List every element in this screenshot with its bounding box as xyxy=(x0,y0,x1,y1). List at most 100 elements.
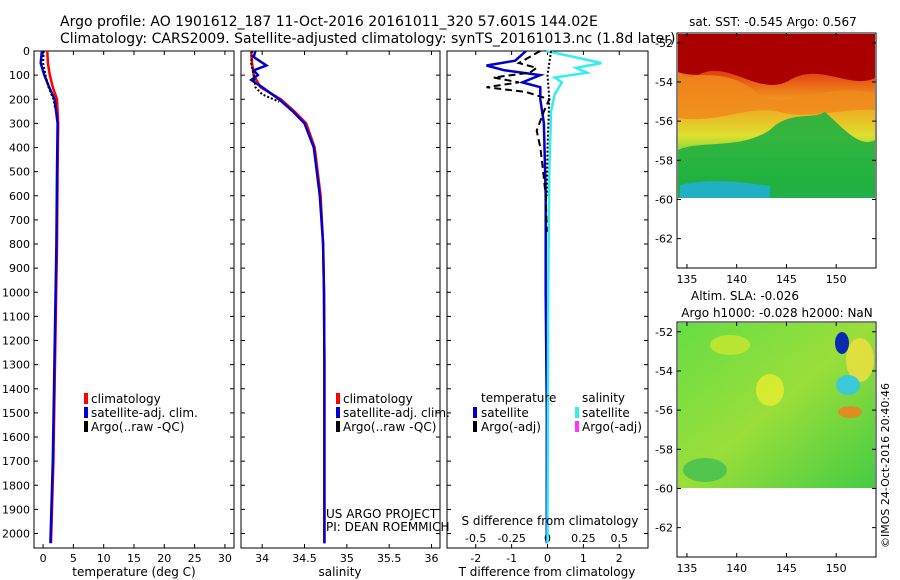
salinity-panel: 34 34.5 35 35.5 36 salinity climatology sate… xyxy=(240,50,450,579)
project-annotation-line-1: US ARGO PROJECT xyxy=(326,507,438,521)
t-difference-axis-label: T difference from climatology xyxy=(458,565,636,579)
legend-swatch-satellite-adj xyxy=(336,407,340,418)
sla-yellow-blob-2 xyxy=(710,335,750,355)
legend-swatch-s-satellite xyxy=(575,407,579,418)
lat-tick-label: -62 xyxy=(655,233,673,246)
series-line xyxy=(39,50,59,544)
legend-label-satellite-adj: satellite-adj. clim. xyxy=(91,406,198,420)
lat-tick-label: -56 xyxy=(655,404,673,417)
salinity-axis-label: salinity xyxy=(318,565,361,579)
legend-title-temperature: temperature xyxy=(481,391,556,405)
x-tick-label: 20 xyxy=(157,552,171,565)
salinity-plot-frame xyxy=(240,50,441,549)
lon-tick-label: 135 xyxy=(676,273,697,286)
top-tick-label: -0.25 xyxy=(497,532,525,545)
legend-label-argo: Argo(..raw -QC) xyxy=(343,420,436,434)
depth-tick-label: 700 xyxy=(9,214,30,227)
depth-tick-label: 600 xyxy=(9,190,30,203)
difference-x-ticks: -2 -1 0 1 2 xyxy=(470,51,623,565)
sla-map-lon-ticks: 135 140 145 150 xyxy=(676,322,847,575)
legend-label-t-satellite: satellite xyxy=(481,406,529,420)
x-tick-label: 10 xyxy=(97,552,111,565)
sst-orange-band xyxy=(678,72,875,120)
x-tick-label: -1 xyxy=(506,552,517,565)
lon-tick-label: 140 xyxy=(726,273,747,286)
series-line xyxy=(250,50,280,103)
legend-label-satellite-adj: satellite-adj. clim. xyxy=(343,406,450,420)
lon-tick-label: 145 xyxy=(776,562,797,575)
difference-depth-ticks xyxy=(447,50,648,535)
temperature-panel: 0100200300400500600700800900100011001200… xyxy=(2,45,235,579)
depth-tick-label: 800 xyxy=(9,238,30,251)
x-tick-label: 0 xyxy=(40,552,47,565)
temperature-series xyxy=(39,50,60,544)
x-tick-label: 5 xyxy=(70,552,77,565)
legend-swatch-climatology xyxy=(336,393,340,404)
x-tick-label: 34.5 xyxy=(292,552,317,565)
sst-map-lon-ticks: 135 140 145 150 xyxy=(676,33,847,286)
lat-tick-label: -58 xyxy=(655,443,673,456)
lat-tick-label: -56 xyxy=(655,115,673,128)
sla-map-subtitle: Argo h1000: -0.028 h2000: NaN xyxy=(681,306,873,320)
x-tick-label: 2 xyxy=(616,552,623,565)
sla-yellow-blob-3 xyxy=(846,338,874,382)
project-annotation-line-2: PI: DEAN ROEMMICH xyxy=(326,520,449,534)
legend-swatch-s-argo xyxy=(575,421,579,432)
depth-tick-label: 500 xyxy=(9,166,30,179)
depth-tick-label: 1000 xyxy=(2,286,30,299)
x-tick-label: 1 xyxy=(580,552,587,565)
series-line xyxy=(249,50,326,544)
temperature-plot-frame xyxy=(33,50,235,549)
depth-tick-label: 2000 xyxy=(2,528,30,541)
sla-orange-high xyxy=(838,406,862,418)
sst-map-panel: sat. SST: -0.545 Argo: 0.567 -52-54-56-5… xyxy=(655,15,877,286)
legend-swatch-argo xyxy=(84,421,88,432)
lat-tick-label: -60 xyxy=(655,193,673,206)
depth-tick-label: 100 xyxy=(9,69,30,82)
salinity-series xyxy=(249,50,326,544)
sla-green-blob xyxy=(683,458,727,482)
lat-tick-label: -54 xyxy=(655,76,673,89)
legend-swatch-argo xyxy=(336,421,340,432)
temperature-axis-label: temperature (deg C) xyxy=(72,565,195,579)
sla-yellow-blob-1 xyxy=(756,374,784,406)
temperature-depth-ticks: 0 100 200 300 400 500 600 700 800 900 1000 1100 1200… xyxy=(2,45,234,541)
legend-swatch-t-satellite xyxy=(473,407,477,418)
salinity-x-ticks: 34 34.5 35 35.5 36 xyxy=(255,51,439,565)
depth-tick-label: 1800 xyxy=(2,479,30,492)
header-line-1: Argo profile: AO 1901612_187 11-Oct-2016… xyxy=(60,14,598,30)
lon-tick-label: 140 xyxy=(726,562,747,575)
imos-timestamp: ©IMOS 24-Oct-2016 20:40:46 xyxy=(879,383,892,548)
depth-tick-label: 0 xyxy=(23,45,30,58)
sst-green-tongue xyxy=(678,112,875,198)
lat-tick-label: -62 xyxy=(655,522,673,535)
legend-label-t-argo: Argo(-adj) xyxy=(481,420,541,434)
sla-map-panel: Altim. SLA: -0.026 Argo h1000: -0.028 h2… xyxy=(655,289,877,575)
sst-cool-patch xyxy=(680,181,770,198)
x-tick-label: 36 xyxy=(425,552,439,565)
legend-title-salinity: salinity xyxy=(582,391,625,405)
depth-tick-label: 200 xyxy=(9,93,30,106)
depth-tick-label: 1400 xyxy=(2,383,30,396)
lon-tick-label: 150 xyxy=(826,562,847,575)
depth-tick-label: 1700 xyxy=(2,455,30,468)
depth-tick-label: 1500 xyxy=(2,407,30,420)
x-tick-label: 35.5 xyxy=(377,552,402,565)
top-tick-label: -0.5 xyxy=(465,532,486,545)
legend-label-s-argo: Argo(-adj) xyxy=(582,420,642,434)
top-tick-label: 0.5 xyxy=(611,532,629,545)
series-line xyxy=(545,49,602,544)
series-line xyxy=(486,50,549,544)
sla-map-title: Altim. SLA: -0.026 xyxy=(691,289,799,303)
temperature-x-ticks: 0 5 10 15 20 25 30 xyxy=(40,51,232,565)
sst-map-title: sat. SST: -0.545 Argo: 0.567 xyxy=(689,15,857,29)
x-tick-label: 0 xyxy=(544,552,551,565)
x-tick-label: 30 xyxy=(218,552,232,565)
lon-tick-label: 145 xyxy=(776,273,797,286)
salinity-depth-ticks xyxy=(241,50,440,535)
depth-tick-label: 1300 xyxy=(2,359,30,372)
x-tick-label: 15 xyxy=(127,552,141,565)
difference-legend: temperature satellite Argo(-adj) salinit… xyxy=(473,391,642,434)
lat-tick-label: -60 xyxy=(655,482,673,495)
x-tick-label: 34 xyxy=(255,552,269,565)
